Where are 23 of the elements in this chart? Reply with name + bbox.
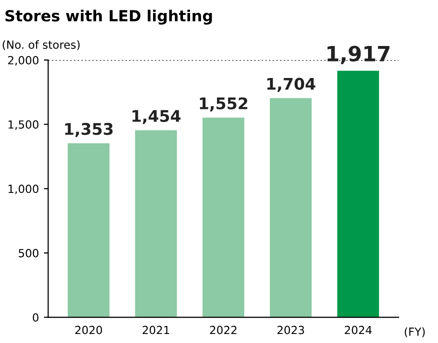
bar — [337, 70, 380, 318]
x-tick-label: 2022 — [210, 326, 236, 334]
x-tick-label: 2020 — [75, 326, 102, 334]
x-tick-label: 2024 — [344, 326, 372, 334]
y-tick-label: 2,000 — [8, 56, 38, 66]
data-label: 1,552 — [200, 97, 248, 112]
y-tick-label: 500 — [18, 248, 38, 258]
data-label: 1,917 — [328, 46, 390, 64]
data-label: 1,353 — [65, 122, 113, 138]
y-axis-title: (No. of stores) — [2, 40, 80, 50]
y-tick-label: 1,500 — [8, 120, 38, 130]
chart-title: Stores with LED lighting — [5, 10, 212, 25]
x-tick-label: 2023 — [277, 326, 304, 334]
bar — [135, 130, 177, 318]
data-label: 1,454 — [132, 110, 181, 124]
x-tick-label: 2021 — [142, 326, 170, 334]
bar — [68, 143, 110, 318]
bar — [202, 118, 244, 318]
data-label: 1,704 — [267, 78, 316, 92]
y-tick-label: 1,000 — [8, 184, 38, 194]
bar — [270, 98, 312, 318]
y-tick-label: 0 — [32, 313, 38, 322]
x-axis-title: (FY) — [404, 327, 425, 338]
